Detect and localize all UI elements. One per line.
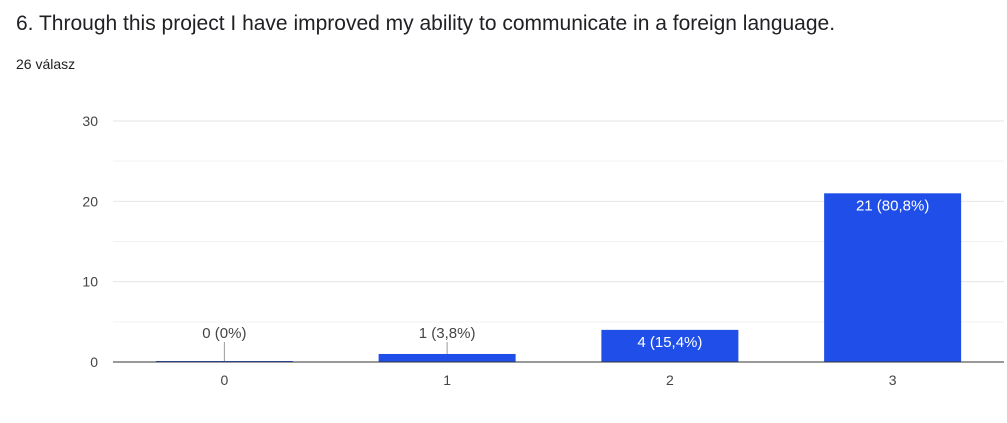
bar-1: [378, 353, 516, 362]
data-label: 21 (80,8%): [856, 197, 929, 214]
y-tick-label: 0: [90, 354, 98, 370]
bar-2: [601, 329, 739, 362]
question-title: 6. Through this project I have improved …: [16, 12, 836, 35]
data-label: 0 (0%): [202, 325, 246, 342]
y-tick-label: 30: [82, 113, 98, 129]
data-label: 4 (15,4%): [637, 334, 702, 351]
y-tick-label: 20: [82, 193, 98, 209]
x-tick-label: 0: [220, 372, 228, 388]
x-tick-label: 2: [666, 372, 674, 388]
x-tick-label: 1: [443, 372, 451, 388]
response-count: 26 válasz: [16, 56, 76, 72]
bar-3: [824, 193, 962, 362]
data-label: 1 (3,8%): [419, 325, 476, 342]
x-tick-label: 3: [889, 372, 897, 388]
y-tick-label: 10: [82, 274, 98, 290]
